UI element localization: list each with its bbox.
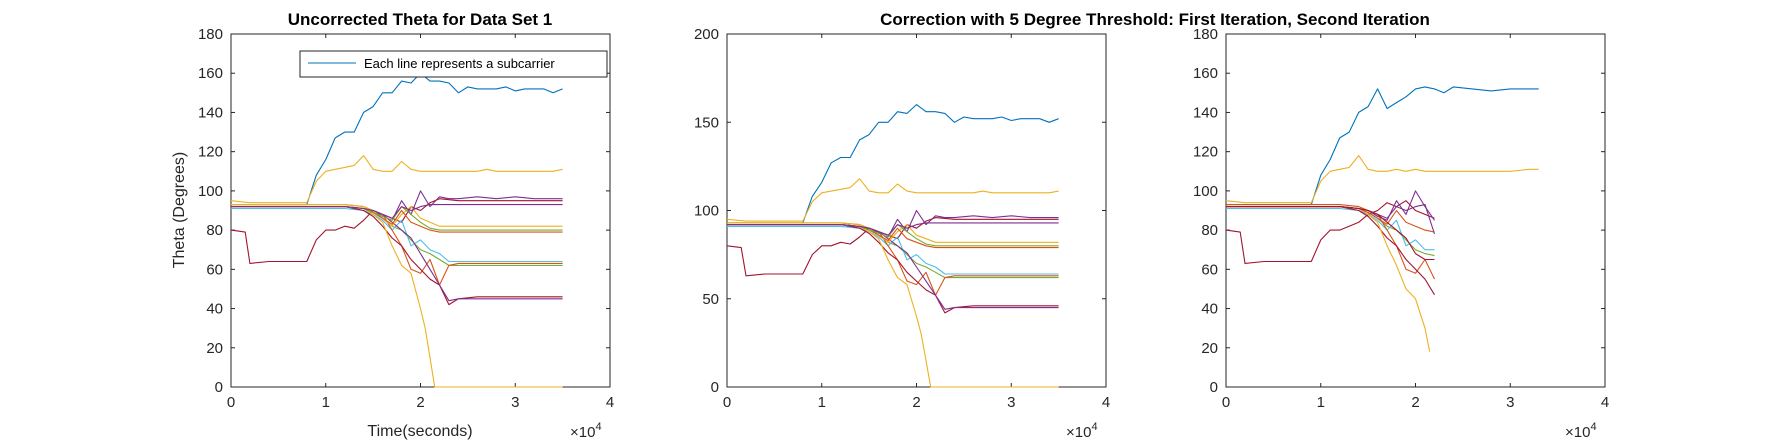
legend-box-1	[299, 50, 608, 78]
x-tick-label: 3	[1007, 394, 1015, 411]
y-tick-label: 100	[198, 183, 223, 200]
series-line-14	[231, 204, 563, 219]
x-tick-label: 2	[912, 394, 920, 411]
series-line-6	[727, 225, 1059, 275]
y-tick-label: 100	[1193, 183, 1218, 200]
y-tick-label: 0	[711, 379, 719, 396]
x-tick-label: 3	[1506, 394, 1514, 411]
x-tick-label: 4	[1102, 394, 1110, 411]
lines-2	[726, 104, 1059, 388]
x-tick-label: 1	[1317, 394, 1325, 411]
x-exponent-1: ×104	[570, 421, 602, 441]
x-tick-label: 0	[227, 394, 235, 411]
series-line-1	[231, 72, 563, 206]
y-tick-label: 60	[1201, 261, 1218, 278]
x-tick-label: 1	[322, 394, 330, 411]
series-line-6	[231, 207, 563, 263]
x-exponent-power-1: 4	[595, 421, 601, 433]
series-line-3	[1225, 200, 1435, 264]
y-tick-label: 60	[206, 261, 223, 278]
y-tick-label: 0	[215, 379, 223, 396]
y-tick-label: 160	[198, 65, 223, 82]
x-tick-label: 2	[1411, 394, 1419, 411]
x-tick-label: 2	[416, 394, 424, 411]
chart-title-1: Uncorrected Theta for Data Set 1	[288, 10, 553, 29]
x-exponent-power-3: 4	[1590, 421, 1596, 433]
series-line-14	[727, 222, 1059, 236]
series-line-2	[230, 155, 563, 204]
y-tick-label: 120	[198, 144, 223, 161]
y-tick-label: 120	[1193, 144, 1218, 161]
x-exponent-power-2: 4	[1091, 421, 1097, 433]
y-tick-label: 20	[1201, 340, 1218, 357]
series-line-2	[1225, 155, 1539, 204]
series-line-11	[231, 204, 563, 227]
x-tick-label: 3	[511, 394, 519, 411]
y-tick-label: 0	[1210, 379, 1218, 396]
x-exponent-base-2: ×10	[1066, 424, 1091, 441]
x-tick-label: 0	[1222, 394, 1230, 411]
legend-entry-1: Each line represents a subcarrier	[364, 56, 555, 71]
y-tick-label: 80	[206, 222, 223, 239]
y-tick-label: 180	[198, 26, 223, 43]
lines-3	[1225, 86, 1539, 352]
x-tick-label: 4	[606, 394, 614, 411]
x-exponent-base-1: ×10	[570, 424, 595, 441]
y-tick-label: 150	[694, 114, 719, 131]
x-exponent-base-3: ×10	[1565, 424, 1590, 441]
y-tick-label: 20	[206, 340, 223, 357]
y-tick-label: 40	[206, 301, 223, 318]
y-tick-label: 200	[694, 26, 719, 43]
x-tick-label: 1	[818, 394, 826, 411]
y-tick-label: 40	[1201, 301, 1218, 318]
x-tick-label: 4	[1601, 394, 1609, 411]
series-line-1	[727, 104, 1059, 224]
lines-1	[230, 72, 563, 388]
series-line-11	[727, 222, 1059, 243]
chart-title-2: Correction with 5 Degree Threshold: Firs…	[880, 10, 1430, 29]
x-axis-label-1: Time(seconds)	[367, 423, 472, 440]
y-tick-label: 160	[1193, 65, 1218, 82]
y-tick-label: 140	[198, 104, 223, 121]
y-tick-label: 50	[702, 291, 719, 308]
y-tick-label: 100	[694, 203, 719, 220]
y-tick-label: 140	[1193, 104, 1218, 121]
y-tick-label: 180	[1193, 26, 1218, 43]
y-tick-label: 80	[1201, 222, 1218, 239]
x-exponent-2: ×104	[1066, 421, 1098, 441]
series-line-6	[1226, 207, 1435, 251]
x-tick-label: 0	[723, 394, 731, 411]
x-exponent-3: ×104	[1565, 421, 1597, 441]
ticks-2: 0 1 2 3 4 0 50 100 150 200	[694, 26, 1110, 411]
y-axis-label-1: Theta (Degrees)	[171, 152, 188, 269]
series-line-12	[1226, 206, 1435, 261]
series-line-2	[726, 178, 1059, 222]
